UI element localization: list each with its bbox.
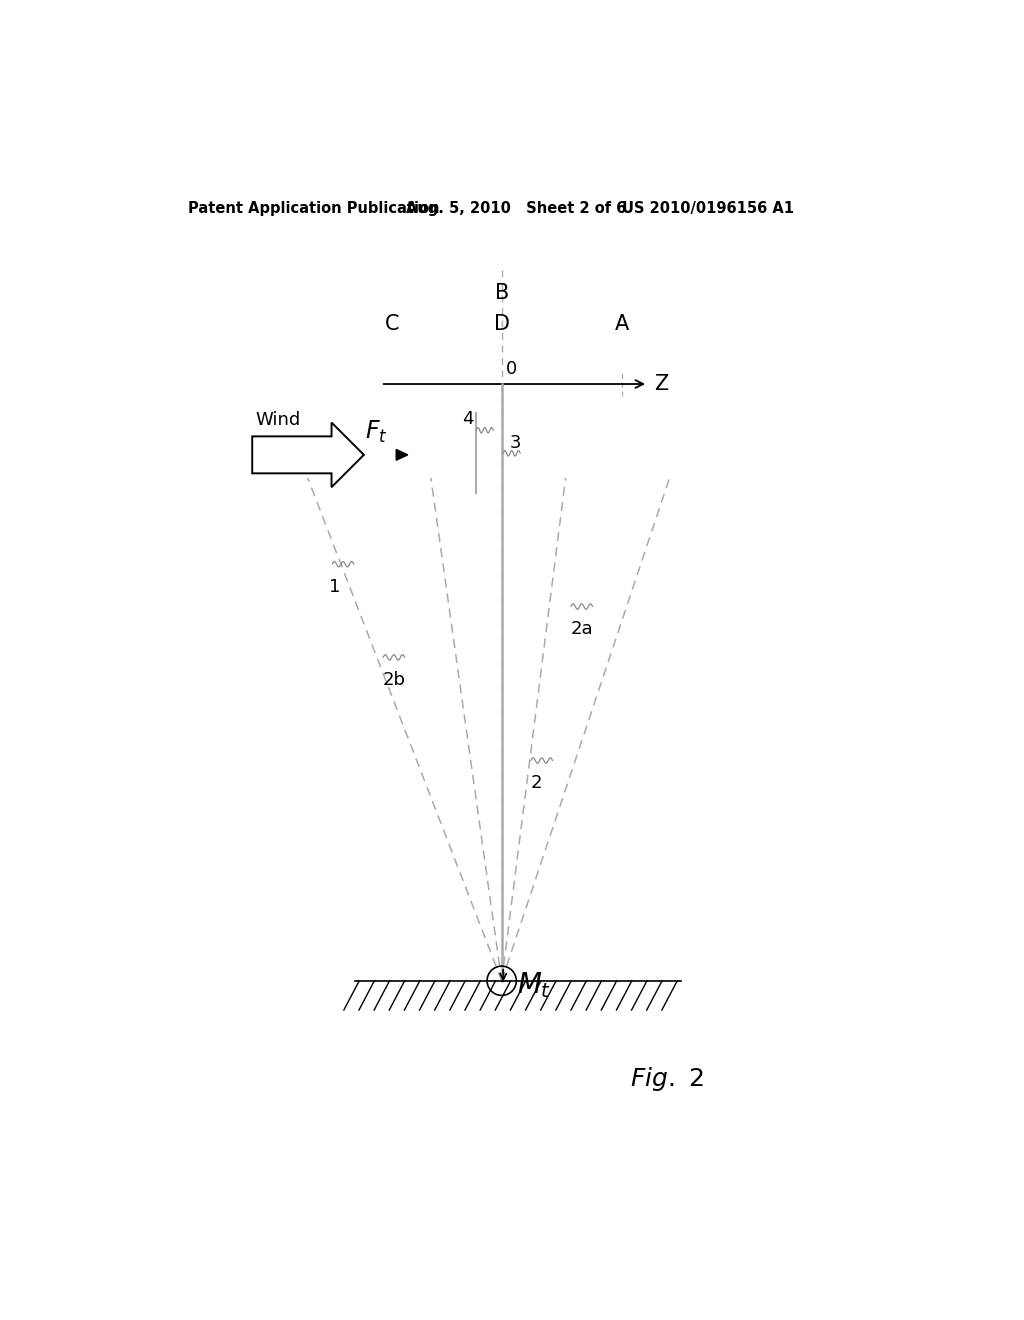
Text: A: A: [614, 314, 629, 334]
Text: Patent Application Publication: Patent Application Publication: [188, 201, 440, 216]
Text: $M_t$: $M_t$: [517, 970, 551, 999]
Text: 2: 2: [531, 775, 543, 792]
Text: Aug. 5, 2010   Sheet 2 of 6: Aug. 5, 2010 Sheet 2 of 6: [407, 201, 627, 216]
Polygon shape: [396, 449, 408, 461]
Polygon shape: [252, 422, 364, 487]
Text: B: B: [495, 284, 509, 304]
Text: 4: 4: [463, 409, 474, 428]
Text: 2b: 2b: [383, 671, 407, 689]
Text: $\mathit{Fig.\ 2}$: $\mathit{Fig.\ 2}$: [630, 1064, 703, 1093]
Text: $F_t$: $F_t$: [366, 418, 388, 445]
Text: 3: 3: [509, 434, 521, 453]
Text: 1: 1: [330, 578, 341, 597]
Text: C: C: [385, 314, 399, 334]
Text: D: D: [494, 314, 510, 334]
Text: US 2010/0196156 A1: US 2010/0196156 A1: [622, 201, 794, 216]
Text: 0: 0: [506, 360, 517, 378]
Text: 2a: 2a: [571, 620, 594, 639]
Text: Z: Z: [654, 374, 669, 393]
Text: Wind: Wind: [255, 412, 301, 429]
